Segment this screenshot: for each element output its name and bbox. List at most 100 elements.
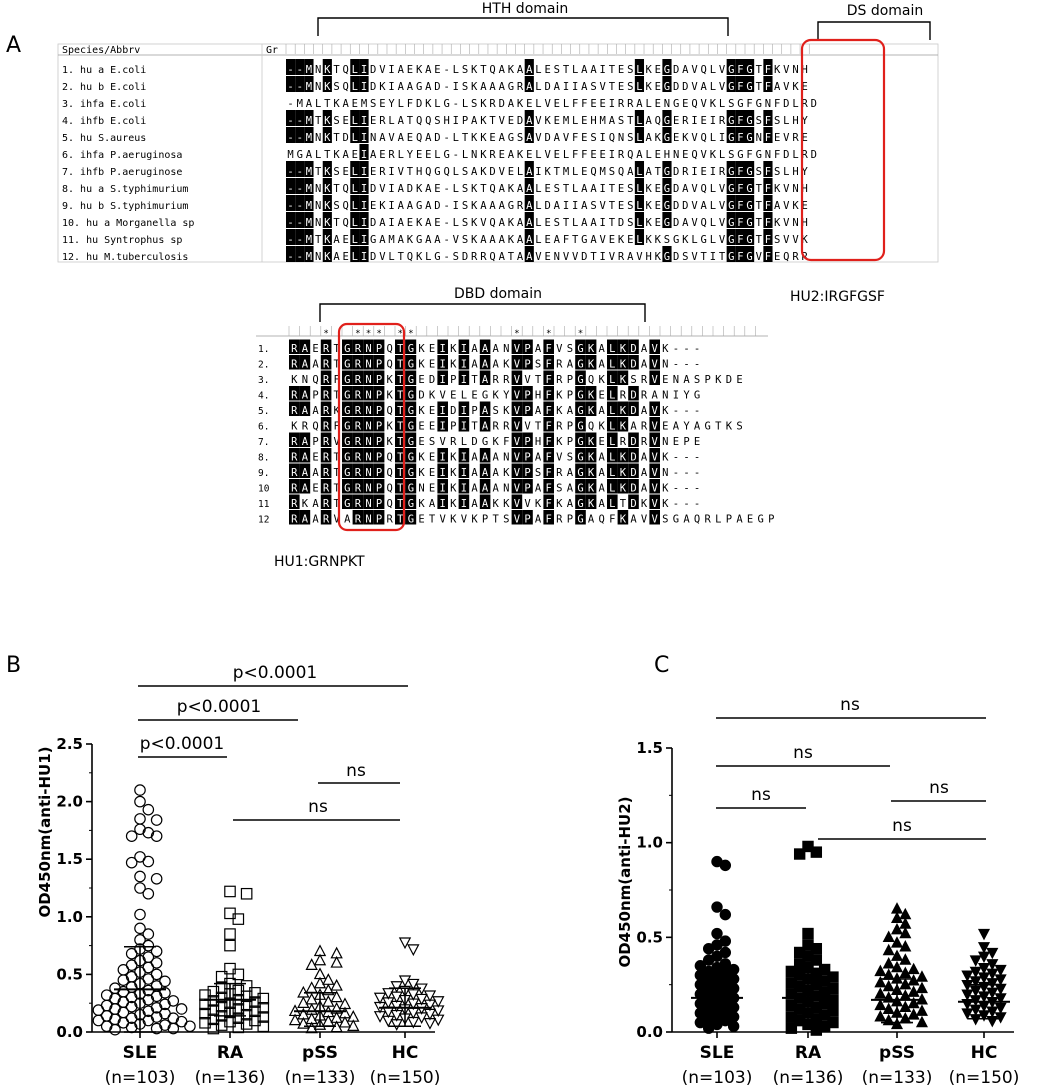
- residue: I: [710, 166, 716, 178]
- residue-shade: [524, 59, 534, 75]
- residue: G: [701, 234, 707, 246]
- residue: R: [489, 149, 496, 161]
- residue: A: [645, 115, 652, 127]
- residue: L: [434, 98, 440, 110]
- panel-label-b: B: [6, 653, 21, 678]
- residue: K: [682, 234, 689, 246]
- residue: I: [572, 200, 578, 212]
- residue: E: [673, 132, 679, 144]
- residue: A: [306, 98, 313, 110]
- residue-shade: [617, 448, 629, 463]
- residue: V: [398, 166, 405, 178]
- residue-shade: [352, 432, 364, 447]
- group-label: SLE: [123, 1043, 158, 1063]
- residue: L: [462, 149, 468, 161]
- sequence-block-bottom: R A E R T G R N P Q T G K E I K I A A A N V P A F V S G K A L K D A V K - - -R…: [289, 339, 774, 526]
- residue-shade: [649, 448, 660, 463]
- residue: I: [440, 359, 446, 371]
- residue: G: [746, 234, 752, 246]
- residue: K: [450, 452, 457, 464]
- residue-shade: [289, 432, 300, 447]
- residue: Y: [683, 421, 690, 433]
- residue: A: [312, 498, 319, 510]
- residue-shade: [342, 386, 353, 401]
- residue-shade: [628, 401, 639, 416]
- residue: R: [323, 359, 330, 371]
- residue: Q: [618, 166, 624, 178]
- residue: -: [443, 64, 449, 76]
- data-point: [134, 934, 146, 946]
- residue-shade: [395, 401, 406, 416]
- residue: F: [765, 132, 771, 144]
- residue: -: [443, 81, 449, 93]
- data-point: [407, 944, 420, 957]
- residue: L: [792, 149, 798, 161]
- data-point: [313, 1018, 327, 1030]
- data-point: [109, 1023, 121, 1036]
- residue: F: [765, 200, 771, 212]
- residue-shade: [304, 161, 314, 177]
- conserved-star: *: [356, 329, 361, 339]
- residue: M: [297, 98, 303, 110]
- comparison-label: ns: [929, 778, 949, 798]
- residue: L: [572, 166, 578, 178]
- residue: D: [630, 483, 636, 495]
- residue: -: [694, 467, 700, 479]
- residue: K: [334, 405, 341, 417]
- residue: A: [489, 81, 496, 93]
- residue: E: [581, 166, 587, 178]
- residue: Q: [387, 343, 393, 355]
- residue: D: [682, 200, 688, 212]
- hu2-motif-highlight: [800, 38, 886, 262]
- residue-shade: [289, 355, 300, 370]
- residue: A: [526, 234, 533, 246]
- residue: V: [719, 200, 726, 212]
- residue: N: [315, 251, 321, 263]
- group-label: HC: [392, 1043, 419, 1063]
- residue: N: [365, 436, 371, 448]
- residue-shade: [352, 510, 364, 525]
- residue: I: [453, 81, 459, 93]
- data-point: [330, 955, 343, 968]
- residue-shade: [607, 386, 618, 401]
- residue: A: [482, 343, 489, 355]
- residue-shade: [373, 510, 385, 525]
- residue: T: [609, 200, 616, 212]
- residue: S: [627, 132, 633, 144]
- residue: V: [600, 200, 607, 212]
- residue-shade: [295, 246, 305, 262]
- residue: M: [563, 166, 569, 178]
- residue-shade: [405, 494, 417, 509]
- residue: T: [397, 483, 404, 495]
- series-pSS: [288, 944, 360, 1034]
- residue: K: [416, 251, 423, 263]
- data-point: [977, 962, 991, 975]
- residue-shade: [437, 370, 448, 385]
- residue: F: [334, 374, 340, 386]
- residue: F: [546, 498, 552, 510]
- residue: K: [774, 64, 781, 76]
- residue: N: [315, 183, 321, 195]
- residue: V: [563, 132, 570, 144]
- data-point: [907, 1008, 920, 1020]
- row-number: 1.: [258, 344, 269, 355]
- residue: Q: [312, 374, 318, 386]
- residue: G: [756, 149, 762, 161]
- residue: G: [728, 234, 734, 246]
- residue: T: [609, 183, 616, 195]
- residue: A: [630, 421, 637, 433]
- residue: M: [306, 81, 312, 93]
- residue: G: [705, 421, 711, 433]
- residue: L: [710, 234, 716, 246]
- residue: R: [323, 452, 330, 464]
- residue: K: [710, 149, 717, 161]
- residue: P: [312, 436, 318, 448]
- residue: T: [563, 217, 570, 229]
- residue: S: [682, 251, 688, 263]
- y-tick-label: 2.0: [56, 793, 83, 811]
- data-point: [961, 1008, 974, 1020]
- residue: G: [664, 132, 670, 144]
- residue: P: [376, 498, 382, 510]
